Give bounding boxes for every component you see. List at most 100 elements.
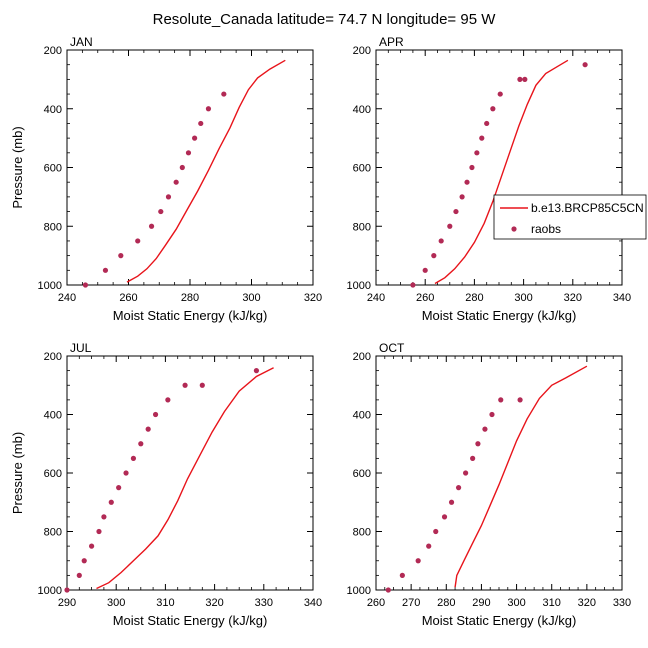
- series-point-raobs: [438, 238, 444, 244]
- x-tick-label: 300: [514, 292, 532, 304]
- y-tick-label: 600: [44, 468, 62, 480]
- series-point-raobs: [165, 397, 171, 403]
- x-tick-label: 260: [367, 597, 385, 609]
- series-point-raobs: [192, 135, 198, 141]
- series-point-raobs: [81, 558, 87, 564]
- series-point-raobs: [102, 267, 109, 273]
- series-point-raobs: [130, 455, 137, 461]
- x-axis-label: Moist Static Energy (kJ/kg): [422, 308, 577, 323]
- series-point-raobs: [118, 253, 124, 259]
- y-tick-label: 1000: [347, 280, 371, 292]
- y-tick-label: 800: [353, 527, 371, 539]
- panel-jul: JUL 290 300 310 320 330 340 200 400 600 800 1000 Moi…: [10, 341, 322, 628]
- series-point-raobs: [148, 223, 155, 229]
- series-point-raobs: [185, 150, 192, 156]
- x-tick-label: 260: [416, 292, 434, 304]
- x-tick-label: 240: [367, 292, 385, 304]
- series-point-raobs: [145, 426, 151, 432]
- x-axis-label: Moist Static Energy (kJ/kg): [113, 308, 268, 323]
- series-line-model: [454, 365, 588, 588]
- series-point-raobs: [415, 558, 421, 564]
- series-point-raobs: [96, 528, 102, 535]
- panel-label: JAN: [70, 35, 93, 49]
- series-point-raobs: [76, 572, 82, 578]
- y-tick-label: 1000: [38, 280, 62, 292]
- series-point-raobs: [490, 106, 496, 112]
- series-point-raobs: [475, 441, 481, 447]
- legend-label-model: b.e13.BRCP85C5CN: [531, 201, 644, 215]
- panel-jan: JAN 240 260 280 300 320 200 400 600 800 1000 Moist …: [10, 35, 322, 323]
- x-tick-label: 260: [119, 292, 137, 304]
- x-axis-label: Moist Static Energy (kJ/kg): [113, 613, 268, 628]
- x-axis-label: Moist Static Energy (kJ/kg): [422, 613, 577, 628]
- x-tick-label: 290: [58, 597, 76, 609]
- series-point-raobs: [453, 208, 459, 215]
- series-point-raobs: [205, 106, 212, 112]
- series-point-raobs: [422, 267, 428, 273]
- panel-oct: OCT 260 270 280 290 300 310 320 330 200 400 600 800 1…: [347, 341, 632, 628]
- y-tick-label: 800: [44, 527, 62, 539]
- series-point-raobs: [582, 62, 588, 68]
- series-line-model: [96, 367, 274, 590]
- legend-marker-swatch: [511, 226, 517, 232]
- y-tick-label: 1000: [38, 585, 62, 597]
- plot-frame: [375, 49, 623, 286]
- panel-apr: APR 240 260 280 300 320 340 200 400 600 800 1000 Moi…: [347, 35, 632, 323]
- series-point-raobs: [489, 411, 495, 418]
- x-tick-label: 320: [205, 597, 223, 609]
- x-tick-label: 300: [507, 597, 525, 609]
- legend-label-raobs: raobs: [531, 222, 561, 236]
- x-tick-label: 340: [304, 597, 322, 609]
- series-line-model: [126, 59, 286, 283]
- series-point-raobs: [459, 194, 465, 200]
- legend-box: [493, 194, 647, 240]
- series-point-raobs: [447, 223, 453, 229]
- x-tick-label: 280: [181, 292, 199, 304]
- x-tick-label: 320: [304, 292, 322, 304]
- series-point-raobs: [463, 470, 469, 476]
- y-tick-label: 400: [353, 104, 371, 116]
- series-point-raobs: [385, 587, 391, 593]
- plot-frame: [375, 355, 623, 591]
- series-point-raobs: [221, 91, 227, 97]
- series-point-raobs: [89, 543, 95, 549]
- chart-title: Resolute_Canada latitude= 74.7 N longitu…: [153, 11, 497, 28]
- series-point-raobs: [101, 514, 107, 520]
- y-tick-label: 200: [353, 351, 371, 363]
- series-point-raobs: [470, 455, 476, 461]
- series-point-raobs: [108, 499, 114, 505]
- series-line-model: [434, 59, 569, 285]
- x-tick-label: 290: [472, 597, 490, 609]
- series-point-raobs: [448, 499, 455, 505]
- series-point-raobs: [182, 382, 188, 388]
- series-point-raobs: [410, 282, 416, 288]
- series-point-raobs: [426, 543, 432, 549]
- series-point-raobs: [116, 485, 122, 491]
- y-tick-label: 400: [353, 410, 371, 422]
- y-axis-label: Pressure (mb): [10, 126, 25, 208]
- x-tick-label: 320: [578, 597, 596, 609]
- x-tick-label: 280: [465, 292, 483, 304]
- series-point-raobs: [522, 76, 528, 82]
- x-tick-label: 240: [58, 292, 76, 304]
- y-tick-label: 400: [44, 104, 62, 116]
- y-tick-label: 1000: [347, 585, 371, 597]
- series-point-raobs: [498, 397, 504, 403]
- panel-label: JUL: [70, 341, 92, 355]
- plot-frame: [66, 49, 314, 286]
- y-tick-label: 200: [44, 45, 62, 57]
- y-tick-label: 600: [353, 468, 371, 480]
- y-axis-label: Pressure (mb): [10, 432, 25, 514]
- series-point-raobs: [433, 528, 439, 535]
- series-point-raobs: [199, 382, 205, 388]
- x-tick-label: 340: [613, 292, 631, 304]
- series-point-raobs: [484, 120, 490, 127]
- series-point-raobs: [517, 76, 523, 82]
- series-point-raobs: [152, 411, 159, 418]
- y-tick-label: 400: [44, 410, 62, 422]
- series-point-raobs: [464, 179, 470, 185]
- series-point-raobs: [198, 120, 204, 127]
- series-point-raobs: [517, 397, 523, 403]
- series-point-raobs: [497, 91, 503, 97]
